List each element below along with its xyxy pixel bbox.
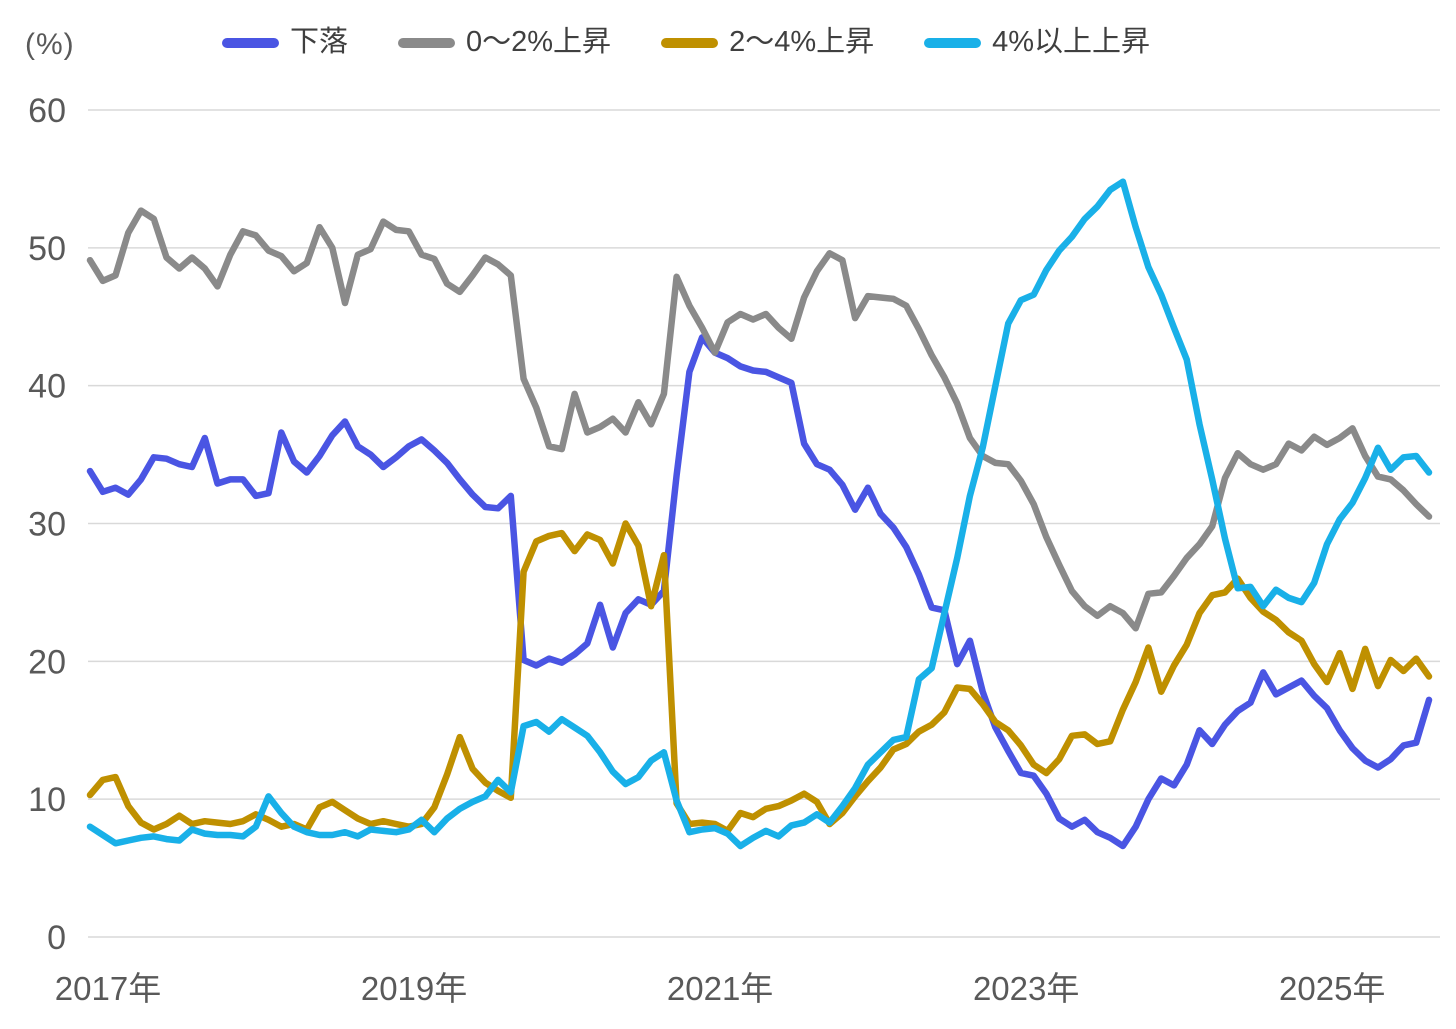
chart-legend: 下落 0〜2%上昇 2〜4%上昇 4%以上上昇 xyxy=(222,28,1150,57)
legend-item-rise-0-2pct: 0〜2%上昇 xyxy=(398,28,611,57)
legend-label-decline: 下落 xyxy=(290,26,349,58)
y-tick-label-60: 60 xyxy=(28,92,66,130)
legend-label-rise-0-2pct: 0〜2%上昇 xyxy=(466,26,612,58)
x-tick-label-2023: 2023年 xyxy=(973,970,1079,1007)
y-axis-unit-label: (%) xyxy=(25,28,75,61)
y-tick-label-50: 50 xyxy=(28,230,66,268)
y-tick-label-0: 0 xyxy=(47,919,66,957)
legend-item-decline: 下落 xyxy=(222,28,348,57)
legend-label-rise-4pct-plus: 4%以上上昇 xyxy=(992,26,1151,58)
legend-swatch-rise-4pct-plus xyxy=(924,37,982,48)
series-line-decline xyxy=(86,334,1433,850)
series-line-rise-4pct-plus xyxy=(86,178,1433,850)
x-tick-label-2019: 2019年 xyxy=(361,970,467,1007)
legend-swatch-decline xyxy=(222,37,279,48)
series-line-rise-2-4pct xyxy=(86,520,1433,835)
y-tick-label-30: 30 xyxy=(28,506,66,544)
series-line-rise-0-2pct xyxy=(86,207,1433,632)
y-tick-label-20: 20 xyxy=(28,643,66,681)
legend-swatch-rise-2-4pct xyxy=(661,37,719,48)
legend-item-rise-2-4pct: 2〜4%上昇 xyxy=(661,28,874,57)
x-tick-label-2021: 2021年 xyxy=(667,970,773,1007)
legend-label-rise-2-4pct: 2〜4%上昇 xyxy=(729,26,875,58)
y-tick-label-10: 10 xyxy=(28,781,66,819)
y-tick-label-40: 40 xyxy=(28,368,66,406)
x-tick-label-2025: 2025年 xyxy=(1279,970,1385,1007)
legend-item-rise-4pct-plus: 4%以上上昇 xyxy=(924,28,1150,57)
x-tick-label-2017: 2017年 xyxy=(55,970,161,1007)
legend-swatch-rise-0-2pct xyxy=(398,37,456,48)
